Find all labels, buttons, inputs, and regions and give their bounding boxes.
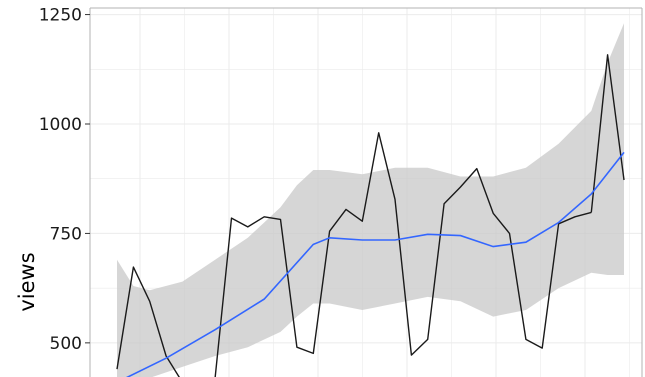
smooth-trend-line bbox=[125, 151, 625, 377]
confidence-band bbox=[117, 23, 624, 377]
y-axis-title: views bbox=[15, 252, 39, 311]
observed-line-observed-tail bbox=[590, 54, 625, 213]
y-tick-label: 500 bbox=[50, 334, 82, 354]
y-tick-label: 1000 bbox=[39, 115, 82, 135]
observed-series bbox=[116, 54, 625, 377]
y-tick-label: 750 bbox=[50, 224, 82, 244]
axes bbox=[89, 7, 643, 377]
observed-line-observed bbox=[116, 132, 592, 377]
y-tick-label: 1250 bbox=[39, 6, 82, 26]
y-axis-ticks: 500 750 1000 1250 bbox=[39, 6, 90, 354]
